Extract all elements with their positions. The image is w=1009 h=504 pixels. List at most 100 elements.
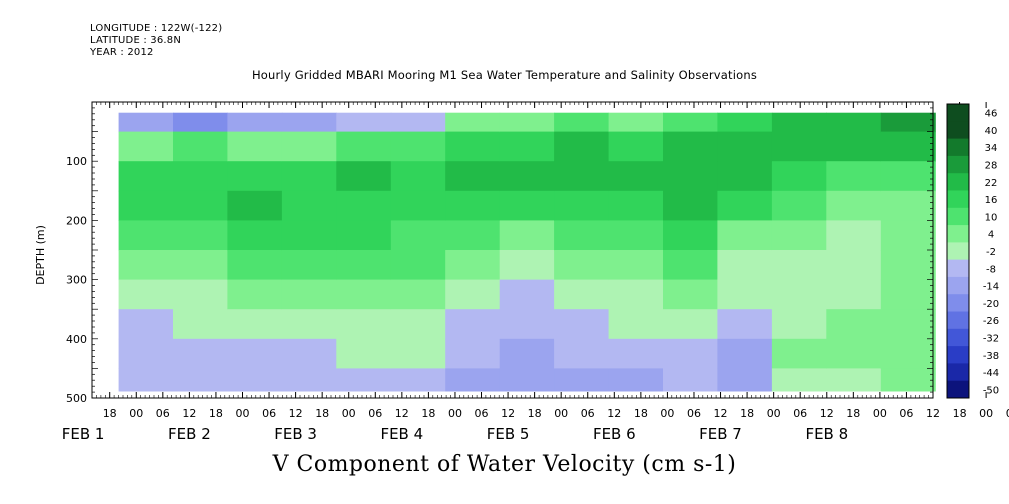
heatmap-cell (445, 220, 501, 251)
colorbar-label: -20 (983, 299, 999, 310)
heatmap-cell (771, 309, 827, 340)
heatmap-cell (771, 279, 827, 310)
colorbar-label: 46 (985, 109, 998, 120)
heatmap-cell (173, 161, 228, 192)
heatmap-cell (390, 161, 446, 192)
x-tick-label: 06 (899, 407, 913, 420)
heatmap-cell (281, 250, 337, 281)
heatmap-cell (118, 131, 174, 162)
x-tick-label: 00 (767, 407, 781, 420)
heatmap-cell (663, 279, 718, 310)
colorbar-swatch (947, 242, 969, 261)
heatmap-cell (227, 309, 283, 340)
heatmap-cell (771, 131, 827, 162)
x-date-label: FEB 3 (274, 425, 317, 443)
heatmap-cell (499, 338, 555, 369)
heatmap-cell (826, 190, 882, 221)
heatmap-cell (445, 161, 501, 192)
heatmap-cell (554, 131, 610, 162)
heatmap-cell (336, 338, 392, 369)
heatmap-cell (499, 190, 555, 221)
heatmap-cell (826, 309, 882, 340)
x-date-label: FEB 6 (593, 425, 636, 443)
heatmap-cell (445, 279, 501, 310)
heatmap-cell (663, 161, 718, 192)
x-tick-label: 00 (448, 407, 462, 420)
heatmap-cell (173, 279, 228, 310)
colorbar-label: -32 (983, 334, 999, 345)
heatmap-cell (227, 338, 283, 369)
heatmap-cell (118, 368, 174, 392)
heatmap-cell (118, 190, 174, 221)
x-tick-label: 06 (262, 407, 276, 420)
x-tick-label: 18 (421, 407, 435, 420)
heatmap-cell (173, 131, 228, 162)
heatmap-cell (717, 112, 773, 133)
heatmap-cell (499, 250, 555, 281)
heatmap-cell (554, 112, 610, 133)
heatmap-cell (663, 368, 718, 392)
heatmap-cell (880, 131, 936, 162)
heatmap-cell (227, 279, 283, 310)
heatmap-cell (880, 279, 936, 310)
heatmap-cell (118, 161, 174, 192)
heatmap-cell (608, 190, 664, 221)
heatmap-cell (173, 190, 228, 221)
heatmap-cell (445, 338, 501, 369)
y-tick-label: 400 (66, 333, 87, 346)
heatmap-cell (173, 368, 228, 392)
heatmap-cell (390, 131, 446, 162)
heatmap-cell (390, 338, 446, 369)
heatmap-cell (880, 220, 936, 251)
heatmap-cell (336, 309, 392, 340)
heatmap-cell (771, 368, 827, 392)
colorbar-label: 10 (985, 212, 998, 223)
x-tick-label: 00 (129, 407, 143, 420)
heatmap-cell (880, 190, 936, 221)
heatmap-cell (608, 112, 664, 133)
colorbar-label: -44 (983, 368, 999, 379)
heatmap-cell (663, 131, 718, 162)
heatmap-cell (445, 250, 501, 281)
x-tick-label: 00 (873, 407, 887, 420)
heatmap-cell (118, 279, 174, 310)
x-tick-label: 18 (315, 407, 329, 420)
heatmap-cell (445, 131, 501, 162)
heatmap-cell (445, 368, 501, 392)
heatmap-cell (771, 250, 827, 281)
heatmap-cell (227, 131, 283, 162)
x-tick-label: 12 (182, 407, 196, 420)
x-tick-label: 00 (660, 407, 674, 420)
heatmap-cell (608, 338, 664, 369)
heatmap-cell (281, 220, 337, 251)
x-tick-label: 06 (475, 407, 489, 420)
x-tick-label: 00 (236, 407, 250, 420)
heatmap-cell (390, 309, 446, 340)
heatmap-cell (554, 309, 610, 340)
colorbar-swatch (947, 311, 969, 330)
colorbar-swatch (947, 155, 969, 174)
colorbar-label: -8 (986, 264, 996, 275)
heatmap-cell (227, 368, 283, 392)
heatmap-cell (663, 338, 718, 369)
heatmap-cell (826, 161, 882, 192)
heatmap-cell (336, 161, 392, 192)
heatmap-cell (281, 309, 337, 340)
colorbar-swatch (947, 294, 969, 312)
x-tick-label: 06 (793, 407, 807, 420)
colorbar-label: -50 (983, 385, 999, 396)
heatmap-cell (608, 131, 664, 162)
heatmap-cell (608, 368, 664, 392)
x-tick-label: 18 (103, 407, 117, 420)
colorbar-swatch (947, 346, 969, 364)
x-tick-label: 18 (209, 407, 223, 420)
heatmap-cell (499, 131, 555, 162)
heatmap-cell (663, 190, 718, 221)
x-tick-label: 12 (289, 407, 303, 420)
colorbar-swatch (947, 173, 969, 191)
heatmap-cell (173, 309, 228, 340)
heatmap-cell (717, 131, 773, 162)
x-tick-label: 12 (395, 407, 409, 420)
